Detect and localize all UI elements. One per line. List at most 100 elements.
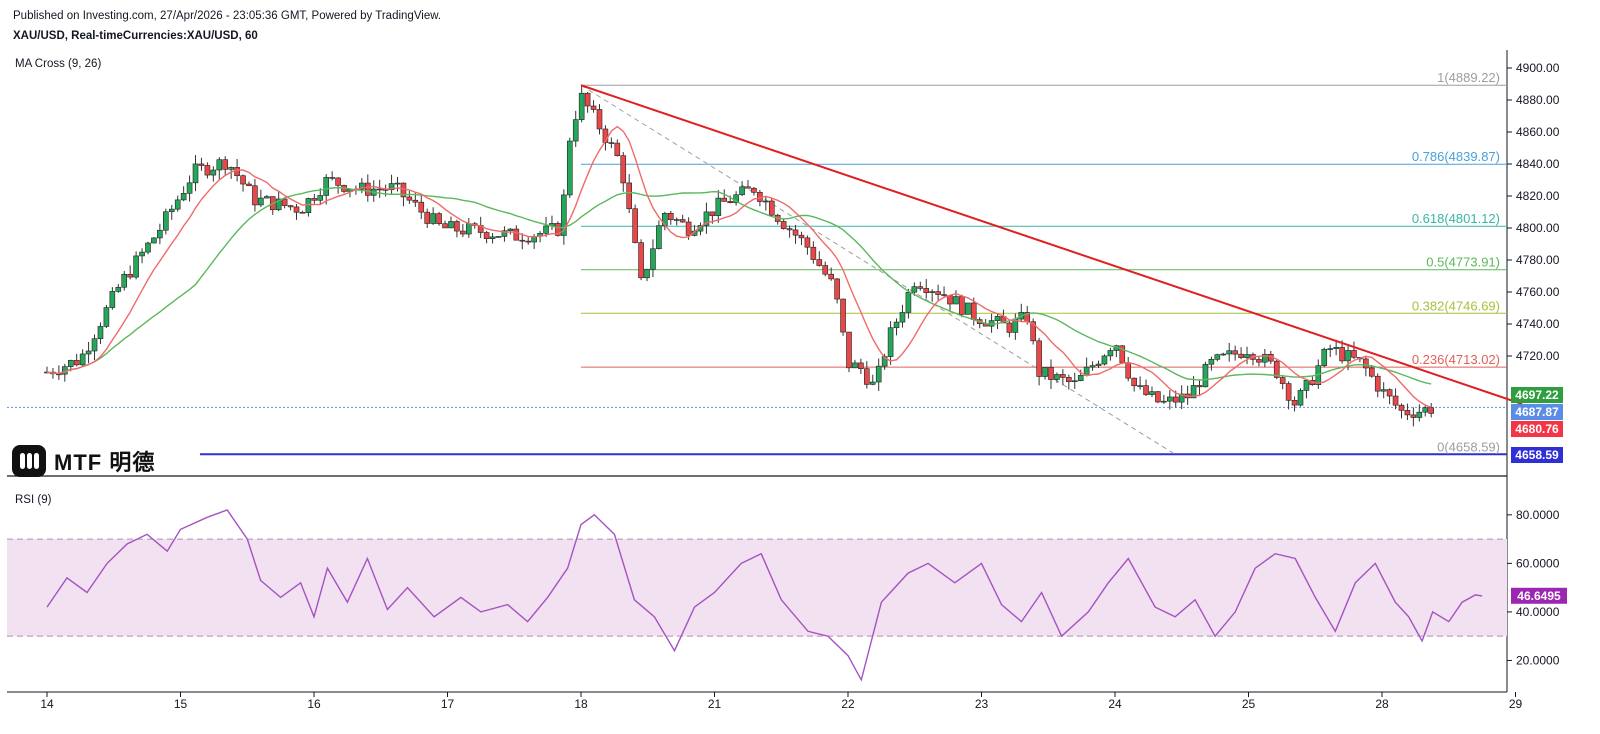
candle-body bbox=[1238, 353, 1244, 358]
candle-body bbox=[305, 198, 312, 213]
candle-body bbox=[644, 268, 650, 279]
candle-body bbox=[442, 223, 448, 229]
candle-body bbox=[394, 182, 401, 185]
candle-body bbox=[1220, 353, 1227, 356]
candle-body bbox=[317, 195, 324, 201]
candle-body bbox=[875, 365, 882, 383]
fib-level-label: 0.382(4746.69) bbox=[1412, 298, 1500, 313]
candle-body bbox=[685, 221, 692, 236]
time-tick-label: 22 bbox=[841, 697, 855, 711]
candle-body bbox=[1291, 400, 1298, 406]
candle-body bbox=[204, 165, 211, 176]
candle-body bbox=[1368, 367, 1375, 377]
candle-body bbox=[79, 353, 86, 366]
price-tag-label: 4658.59 bbox=[1515, 448, 1559, 462]
candle-body bbox=[210, 169, 217, 176]
candle-body bbox=[412, 199, 419, 203]
candle-body bbox=[923, 288, 930, 293]
candle-body bbox=[1232, 350, 1238, 355]
candle-body bbox=[834, 278, 840, 300]
candle-body bbox=[1137, 385, 1143, 387]
candle-body bbox=[216, 159, 223, 171]
candle-body bbox=[1172, 396, 1179, 403]
candle-body bbox=[222, 159, 229, 170]
candle-body bbox=[1030, 321, 1036, 342]
candle-body bbox=[489, 236, 496, 239]
candle-body bbox=[323, 177, 330, 196]
symbol-title: XAU/USD, Real-timeCurrencies:XAU/USD, 60 bbox=[13, 30, 258, 42]
price-tag-label: 4697.22 bbox=[1515, 388, 1559, 402]
fib-level-label: 0.786(4839.87) bbox=[1412, 149, 1500, 164]
rsi-label[interactable]: RSI (9) bbox=[15, 494, 52, 506]
ma-cross-label[interactable]: MA Cross (9, 26) bbox=[15, 58, 102, 70]
candle-body bbox=[1054, 374, 1060, 380]
candle-body bbox=[359, 182, 365, 190]
candle-body bbox=[483, 232, 490, 239]
candle-body bbox=[436, 213, 442, 224]
candle-body bbox=[994, 316, 1001, 321]
time-tick-label: 21 bbox=[708, 697, 722, 711]
candle-body bbox=[1071, 380, 1078, 383]
candle-body bbox=[465, 223, 472, 235]
candle-body bbox=[751, 187, 757, 193]
candle-body bbox=[1048, 367, 1054, 380]
candle-body bbox=[816, 259, 823, 266]
rsi-tick-label: 80.0000 bbox=[1516, 508, 1560, 522]
candle-body bbox=[656, 225, 662, 250]
candle-body bbox=[1339, 347, 1345, 362]
candle-body bbox=[596, 109, 603, 130]
time-tick-label: 24 bbox=[1108, 697, 1122, 711]
candle-body bbox=[543, 225, 549, 234]
logo-text: MTF 明德 bbox=[54, 450, 156, 475]
candle-body bbox=[507, 228, 514, 232]
candle-body bbox=[365, 182, 371, 196]
price-tick-label: 4860.00 bbox=[1516, 125, 1560, 139]
trendline bbox=[580, 84, 1523, 405]
candle-body bbox=[911, 286, 918, 293]
candle-body bbox=[127, 274, 133, 278]
candle-body bbox=[376, 188, 383, 191]
price-tick-label: 4740.00 bbox=[1516, 317, 1560, 331]
time-tick-label: 16 bbox=[307, 697, 321, 711]
candle-body bbox=[798, 234, 805, 239]
candle-body bbox=[1404, 410, 1411, 416]
candle-body bbox=[234, 167, 240, 177]
time-tick-label: 29 bbox=[1509, 697, 1523, 711]
candle-body bbox=[163, 211, 169, 231]
candle-body bbox=[1125, 362, 1132, 379]
time-tick-label: 23 bbox=[975, 697, 989, 711]
candle-body bbox=[715, 197, 722, 216]
candle-body bbox=[1208, 359, 1215, 365]
time-tick-label: 14 bbox=[40, 697, 54, 711]
candle-body bbox=[1327, 348, 1334, 350]
candle-body bbox=[632, 208, 638, 243]
candle-body bbox=[67, 360, 74, 367]
candle-body bbox=[311, 198, 318, 201]
candle-body bbox=[626, 182, 632, 210]
candle-body bbox=[281, 198, 288, 206]
candle-body bbox=[572, 119, 579, 142]
candle-body bbox=[970, 302, 977, 320]
candle-body bbox=[578, 92, 585, 120]
rsi-band bbox=[7, 539, 1507, 637]
ma-slow-line bbox=[46, 186, 1432, 385]
time-tick-label: 25 bbox=[1242, 697, 1256, 711]
candle-body bbox=[388, 183, 395, 191]
candle-body bbox=[561, 194, 567, 236]
candle-body bbox=[555, 223, 561, 236]
candle-body bbox=[85, 350, 92, 355]
candle-body bbox=[168, 208, 175, 213]
candle-body bbox=[448, 221, 454, 229]
price-tick-label: 4840.00 bbox=[1516, 157, 1560, 171]
logo-icon bbox=[12, 445, 46, 477]
candle-body bbox=[733, 194, 739, 204]
price-tag bbox=[1511, 447, 1563, 463]
candle-body bbox=[1161, 400, 1167, 403]
candle-body bbox=[929, 291, 935, 293]
candle-body bbox=[1167, 396, 1173, 402]
candle-body bbox=[590, 105, 597, 110]
price-tick-label: 4780.00 bbox=[1516, 253, 1560, 267]
candle-body bbox=[454, 221, 460, 232]
candle-body bbox=[1386, 389, 1393, 397]
candle-body bbox=[329, 177, 335, 179]
